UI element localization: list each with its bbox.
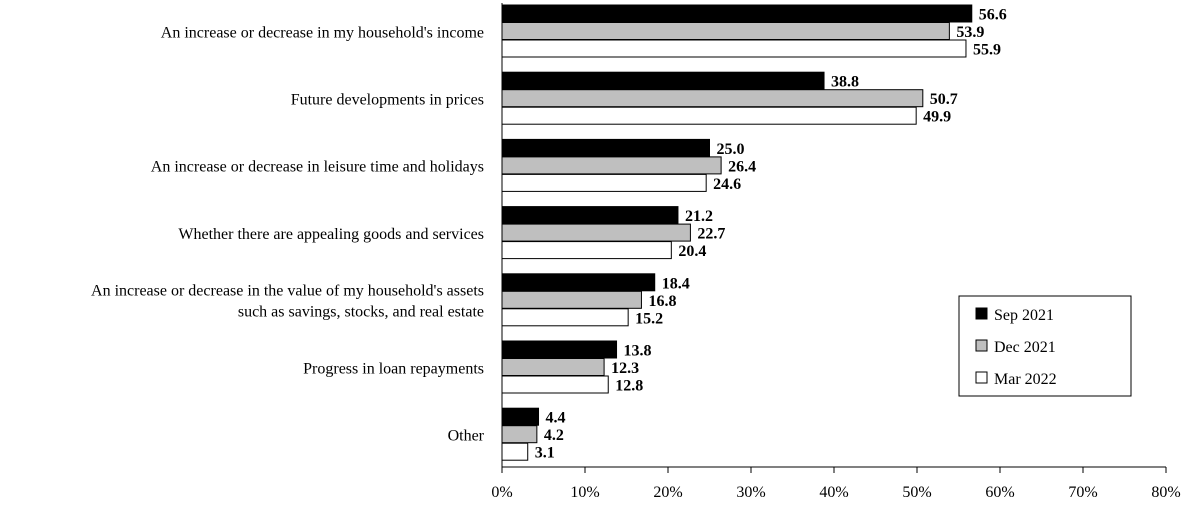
bar-dec-2021-3 — [501, 223, 691, 242]
data-label: 12.8 — [615, 378, 643, 395]
data-label: 12.3 — [611, 360, 639, 377]
data-label: 25.0 — [717, 141, 745, 158]
data-label: 55.9 — [973, 42, 1001, 59]
bar-mar-2022-1 — [501, 106, 917, 125]
category-label-line: An increase or decrease in my household'… — [161, 24, 484, 41]
bar-dec-2021-4 — [501, 290, 642, 309]
x-tick-label: 30% — [736, 484, 765, 501]
bar-dec-2021-1 — [501, 89, 924, 108]
bar-dec-2021-5 — [501, 358, 605, 376]
data-label: 4.4 — [546, 410, 566, 427]
category-labels-layer: An increase or decrease in my household'… — [91, 24, 485, 444]
data-label: 15.2 — [635, 310, 663, 327]
x-tick-label: 10% — [570, 484, 599, 501]
category-label: An increase or decrease in the value of … — [91, 283, 484, 321]
data-label: 24.6 — [713, 176, 741, 193]
category-label: An increase or decrease in leisure time … — [151, 159, 484, 176]
x-tick-label: 80% — [1151, 484, 1180, 501]
data-label: 3.1 — [535, 445, 555, 462]
x-tick-label: 20% — [653, 484, 682, 501]
value-labels-layer: 56.653.955.9 38.8 50.749.9 25.026.424.621.2… — [535, 7, 1007, 462]
category-label: Future developments in prices — [291, 91, 484, 108]
category-label-line: Progress in loan repayments — [303, 360, 484, 377]
data-label: 13.8 — [624, 343, 652, 360]
bar-mar-2022-4 — [501, 308, 629, 327]
category-label: An increase or decrease in my household'… — [161, 24, 484, 41]
category-label-line: An increase or decrease in leisure time … — [151, 159, 484, 176]
data-label: 53.9 — [956, 24, 984, 41]
data-label: 18.4 — [662, 275, 690, 292]
bar-sep-2021-0 — [501, 4, 973, 23]
data-label: 22.7 — [697, 226, 725, 243]
data-label: 38.8 — [831, 74, 859, 91]
data-label: 26.4 — [728, 158, 756, 175]
x-tick-label: 60% — [985, 484, 1014, 501]
bar-dec-2021-0 — [501, 22, 950, 40]
legend-swatch-dec-2021 — [975, 339, 988, 352]
bar-sep-2021-5 — [501, 340, 618, 359]
category-label: Progress in loan repayments — [303, 360, 484, 377]
legend-label: Dec 2021 — [994, 339, 1056, 356]
x-axis: 0% 10% 20% 30% 40% 50% 60% 70% 80% — [491, 3, 1181, 501]
data-label: 20.4 — [678, 243, 706, 260]
bar-dec-2021-2 — [501, 156, 722, 175]
category-label: Whether there are appealing goods and se… — [178, 226, 484, 243]
data-label: 21.2 — [685, 208, 713, 225]
bar-mar-2022-0 — [501, 39, 967, 58]
bar-sep-2021-3 — [501, 206, 679, 225]
data-label: 49.9 — [923, 109, 951, 126]
bar-mar-2022-3 — [501, 241, 672, 260]
bar-sep-2021-4 — [501, 273, 656, 292]
data-label: 50.7 — [930, 91, 958, 108]
data-label: 56.6 — [979, 7, 1007, 24]
bar-mar-2022-6 — [501, 442, 529, 461]
category-label-line: Future developments in prices — [291, 91, 484, 108]
category-label-line: Whether there are appealing goods and se… — [178, 226, 484, 243]
legend-label: Mar 2022 — [994, 371, 1057, 388]
legend: Sep 2021 Dec 2021 Mar 2022 — [958, 295, 1132, 397]
legend-swatch-mar-2022 — [975, 371, 988, 384]
bar-mar-2022-2 — [501, 173, 707, 192]
bar-sep-2021-6 — [501, 407, 540, 426]
x-tick-label: 40% — [819, 484, 848, 501]
category-label-line: An increase or decrease in the value of … — [91, 283, 484, 300]
x-tick-label: 70% — [1068, 484, 1097, 501]
data-label: 16.8 — [648, 293, 676, 310]
category-label-line: such as savings, stocks, and real estate — [238, 304, 484, 321]
bar-sep-2021-2 — [501, 138, 710, 157]
x-tick-label: 0% — [491, 484, 512, 501]
bar-sep-2021-1 — [501, 71, 825, 90]
bar-dec-2021-6 — [501, 425, 538, 444]
bars-layer — [501, 4, 973, 461]
legend-box — [958, 295, 1132, 397]
category-label: Other — [448, 427, 485, 444]
category-label-line: Other — [448, 427, 485, 444]
data-label: 4.2 — [544, 427, 564, 444]
legend-swatch-sep-2021 — [975, 307, 988, 320]
x-tick-label: 50% — [902, 484, 931, 501]
bar-mar-2022-5 — [501, 375, 609, 394]
legend-label: Sep 2021 — [994, 307, 1054, 324]
